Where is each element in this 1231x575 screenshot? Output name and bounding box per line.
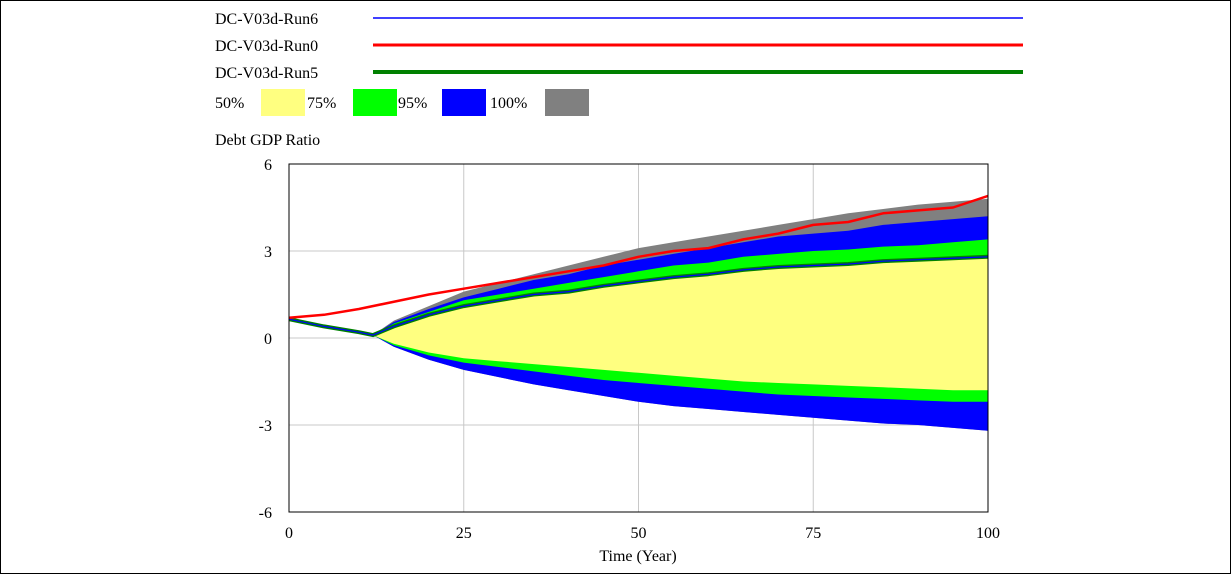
- y-tick-label: 3: [264, 244, 272, 261]
- series-line-run6: [288, 256, 989, 336]
- band-swatch-95: [442, 89, 486, 116]
- x-tick-label: 50: [631, 525, 647, 542]
- x-axis-title: Time (Year): [599, 548, 676, 565]
- y-tick-label: -3: [259, 418, 272, 435]
- x-tick-label: 25: [456, 525, 472, 542]
- plot-border: [288, 163, 989, 513]
- legend-label-run0: DC-V03d-Run0: [215, 38, 318, 55]
- band-swatch-100: [545, 89, 589, 116]
- x-tick-label: 100: [976, 525, 1000, 542]
- x-tick-label: 75: [805, 525, 821, 542]
- legend: DC-V03d-Run6 DC-V03d-Run0 DC-V03d-Run5 5…: [215, 11, 1023, 116]
- legend-label-run6: DC-V03d-Run6: [215, 11, 318, 28]
- x-axis-ticks: 0 25 50 75 100: [285, 525, 1000, 542]
- confidence-bands: [289, 198, 988, 431]
- series-lines: [288, 194, 989, 338]
- series-line-run0: [288, 194, 989, 319]
- y-tick-label: 6: [264, 157, 272, 174]
- y-tick-label: -6: [259, 505, 272, 522]
- band-label-50: 50%: [215, 95, 244, 112]
- band-label-100: 100%: [490, 95, 527, 112]
- y-tick-label: 0: [264, 331, 272, 348]
- legend-label-run5: DC-V03d-Run5: [215, 65, 318, 82]
- band-label-95: 95%: [398, 95, 427, 112]
- y-axis-ticks: 6 3 0 -3 -6: [259, 157, 272, 522]
- band-swatch-50: [261, 89, 305, 116]
- band-label-75: 75%: [307, 95, 336, 112]
- y-axis-title: Debt GDP Ratio: [215, 132, 320, 149]
- x-tick-label: 0: [285, 525, 293, 542]
- band-swatch-75: [353, 89, 397, 116]
- band-50: [289, 256, 988, 391]
